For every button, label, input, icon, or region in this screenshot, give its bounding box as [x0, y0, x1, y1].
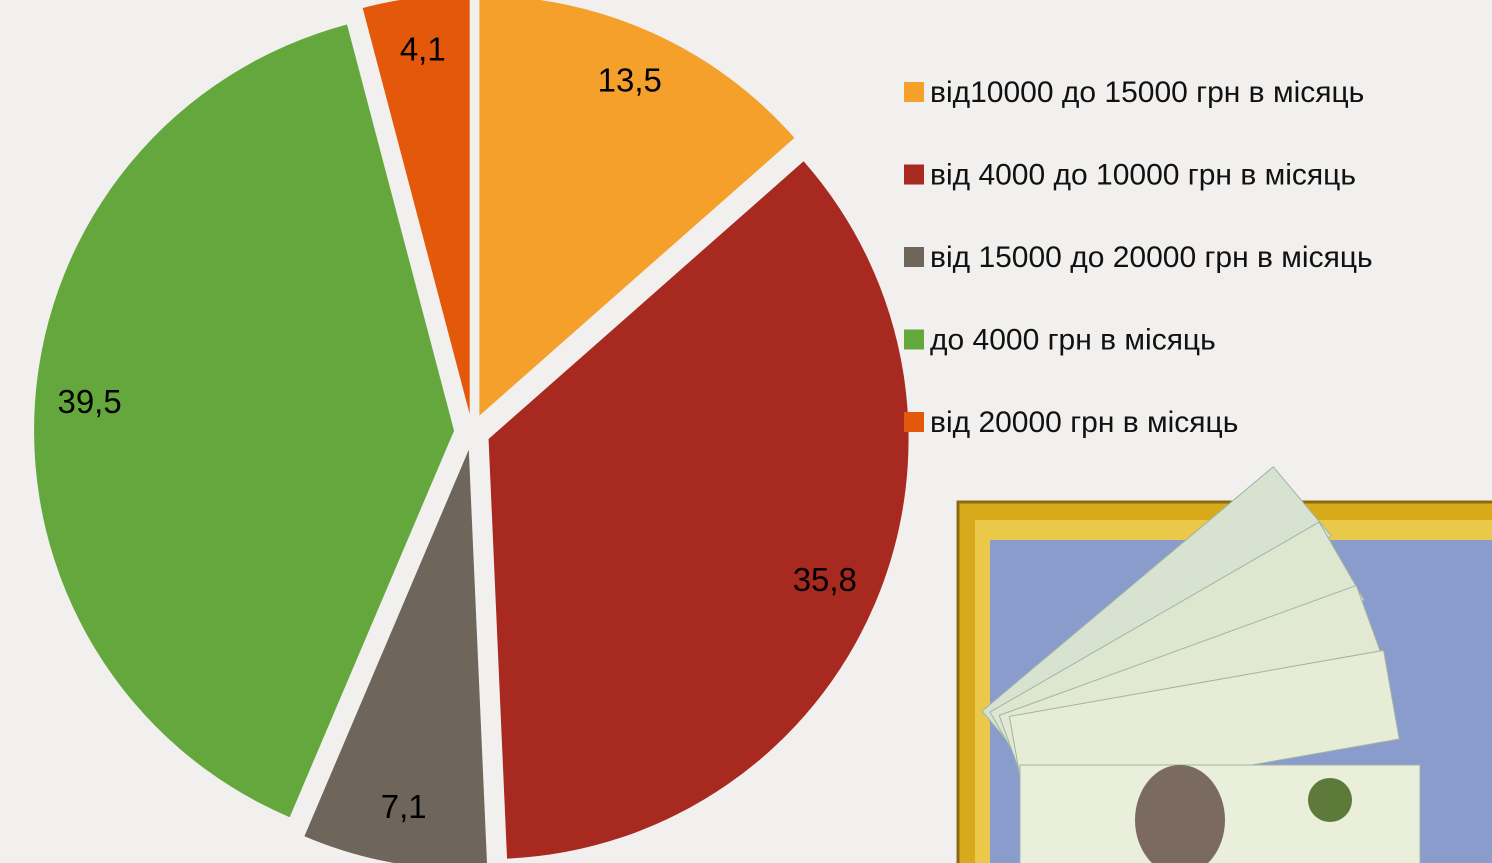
- pie-slice: [304, 449, 487, 863]
- legend-swatch: [904, 82, 924, 102]
- data-label: 7,1: [381, 788, 427, 825]
- legend-label: від10000 до 15000 грн в місяць: [930, 76, 1364, 109]
- legend-swatch: [904, 164, 924, 185]
- banknote-portrait: [1135, 765, 1225, 863]
- legend-label: від 15000 до 20000 грн в місяць: [930, 241, 1373, 274]
- legend-swatch: [904, 247, 924, 267]
- data-label: 35,8: [793, 561, 857, 598]
- banknote-emblem: [1308, 778, 1352, 822]
- pie-slice: [479, 0, 795, 416]
- pie-slice: [488, 161, 909, 859]
- picture: [956, 466, 1492, 863]
- pie-slice: [362, 0, 470, 415]
- data-label: 39,5: [57, 383, 121, 420]
- data-label: 13,5: [598, 61, 662, 98]
- legend-label: від 20000 грн в місяць: [930, 406, 1238, 439]
- legend-swatch: [904, 412, 924, 432]
- pie-slice: [34, 24, 455, 818]
- legend-label: від 4000 до 10000 грн в місяць: [930, 158, 1356, 191]
- data-label: 4,1: [400, 30, 446, 67]
- legend-swatch: [904, 329, 924, 350]
- legend-label: до 4000 грн в місяць: [930, 323, 1216, 356]
